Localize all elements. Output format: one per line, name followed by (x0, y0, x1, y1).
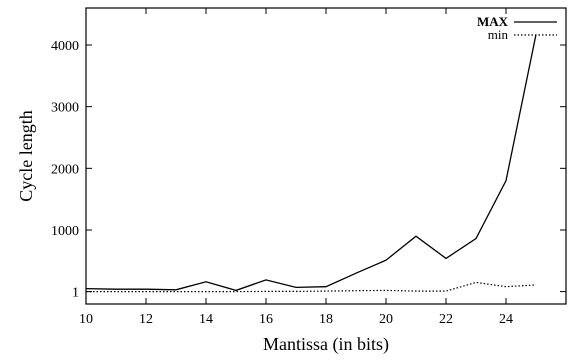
x-axis-label: Mantissa (in bits) (263, 334, 389, 355)
y-tick-label: 3000 (51, 101, 79, 116)
legend-label-min: min (488, 27, 509, 42)
x-tick-label: 20 (379, 312, 393, 327)
x-tick-label: 24 (499, 312, 513, 327)
ticks-layer: 10 12 14 16 18 20 22 24 1 1000 2000 3000 4000 (51, 8, 566, 327)
y-axis-label: Cycle length (16, 110, 36, 201)
legend-label-max: MAX (477, 14, 509, 29)
x-tick-label: 10 (79, 312, 93, 327)
x-tick-label: 16 (259, 312, 273, 327)
y-tick-label: 1000 (51, 224, 79, 239)
x-tick-label: 14 (199, 312, 213, 327)
series-line-min (86, 281, 537, 293)
x-tick-label: 22 (439, 312, 453, 327)
y-tick-label: 1 (72, 286, 79, 301)
series-layer (85, 34, 537, 293)
plot-frame (85, 7, 567, 305)
y-tick-label: 2000 (51, 162, 79, 177)
x-tick-label: 18 (319, 312, 333, 327)
series-line-max (85, 34, 537, 292)
x-tick-label: 12 (139, 312, 153, 327)
y-tick-label: 4000 (51, 39, 79, 54)
